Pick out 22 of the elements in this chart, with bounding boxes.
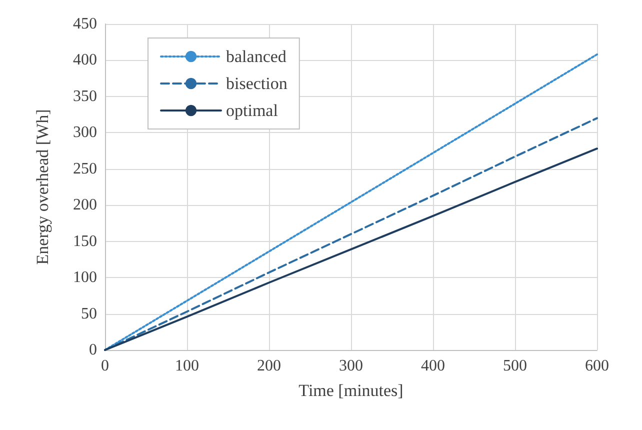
x-tick-label: 100 [175,358,199,374]
x-tick-label: 400 [421,358,445,374]
y-tick-label: 150 [73,232,97,250]
legend-label: balanced [226,47,287,66]
y-tick-label: 50 [81,305,97,322]
x-tick-label: 200 [257,358,281,374]
y-axis-title: Energy overhead [Wh] [33,109,52,265]
x-tick-label: 600 [585,358,609,374]
legend-label: optimal [226,101,278,120]
legend-label: bisection [226,74,288,93]
y-tick-label: 450 [73,16,97,32]
x-tick-label: 500 [503,358,527,374]
y-tick-label: 350 [73,88,97,105]
y-tick-label: 300 [73,124,97,142]
y-tick-label: 0 [89,342,97,358]
y-tick-label: 400 [73,52,97,69]
x-tick-label: 0 [101,358,109,374]
x-tick-label: 300 [339,358,363,374]
y-tick-label: 100 [73,269,97,286]
y-tick-label: 250 [73,160,97,178]
x-axis-title: Time [minutes] [298,381,404,400]
y-tick-label: 200 [73,196,97,214]
